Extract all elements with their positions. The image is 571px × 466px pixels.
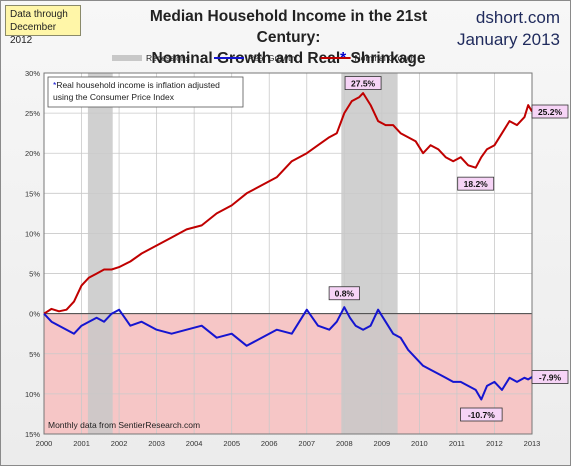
callout-box [457, 176, 495, 191]
footnote-line2: using the Consumer Price Index [53, 92, 175, 102]
y-tick-label: 15% [25, 430, 40, 439]
callout-label: -7.9% [539, 373, 562, 383]
x-tick-label: 2005 [223, 439, 240, 448]
real-growth-line [43, 306, 533, 401]
nominal-growth-line [43, 92, 533, 315]
source-date: January 2013 [456, 30, 560, 49]
source-note: Monthly data from SentierResearch.com [48, 420, 200, 430]
callout-box [344, 76, 382, 90]
x-tick-label: 2013 [524, 439, 541, 448]
x-tick-label: 2002 [111, 439, 128, 448]
callout-label: 27.5% [351, 79, 376, 89]
callout-label: 0.8% [335, 289, 355, 299]
callout-18-2pct: 18.2% [457, 176, 495, 191]
x-tick-label: 2010 [411, 439, 428, 448]
recession-band-1 [87, 73, 113, 434]
y-tick-label: 10% [25, 229, 40, 238]
y-tick-label: 10% [25, 390, 40, 399]
legend: Recessions Real Growth Nominal Growth [112, 53, 416, 63]
footnote-line1: *Real household income is inflation adju… [53, 80, 220, 90]
title-line2-part-a: Nominal Growth and Real [151, 50, 341, 67]
legend-swatch-recessions [112, 55, 142, 61]
callout-27-5pct: 27.5% [344, 76, 382, 90]
data-through-note: Data through December 2012 [5, 5, 81, 46]
data-through-line2: December 2012 [10, 22, 57, 46]
footnote-line1-text: Real household income is inflation adjus… [56, 80, 220, 90]
callout-0-8pct: 0.8% [328, 286, 360, 301]
x-tick-label: 2012 [486, 439, 503, 448]
callout--7-9pct: -7.9% [531, 370, 569, 384]
callout-label: 18.2% [464, 179, 489, 189]
source-block: dshort.com January 2013 [457, 7, 560, 51]
footnote-box [47, 76, 244, 108]
footnote: *Real household income is inflation adju… [47, 76, 244, 108]
y-tick-label: 20% [25, 149, 40, 158]
source-site: dshort.com [475, 8, 560, 27]
x-tick-label: 2007 [298, 439, 315, 448]
y-tick-label: 5% [29, 270, 40, 279]
y-tick-label: 30% [25, 69, 40, 78]
callout-box [460, 407, 503, 422]
legend-label-nominal: Nominal Growth [355, 53, 416, 63]
callout-25-2pct: 25.2% [531, 104, 569, 119]
callout-box [531, 104, 569, 119]
chart-title-line1: Median Household Income in the 21st Cent… [149, 8, 428, 46]
x-tick-label: 2004 [186, 439, 203, 448]
x-tick-label: 2011 [449, 439, 465, 448]
x-tick-label: 2008 [336, 439, 353, 448]
y-tick-label: 0% [29, 310, 40, 319]
callout-label: 25.2% [538, 107, 563, 117]
y-tick-label: 15% [25, 189, 40, 198]
legend-label-recession: Recessions [146, 53, 190, 63]
y-tick-label: 5% [29, 350, 40, 359]
x-tick-label: 2001 [73, 439, 90, 448]
recession-band-2 [341, 73, 398, 434]
plot-border [43, 72, 533, 435]
data-through-line1: Data through [10, 9, 68, 20]
x-tick-label: 2000 [36, 439, 53, 448]
callout-box [328, 286, 360, 301]
x-tick-label: 2009 [374, 439, 391, 448]
title-line2-part-b: Shrinkage [346, 50, 426, 67]
x-tick-label: 2006 [261, 439, 278, 448]
chart-title: Median Household Income in the 21st Cent… [116, 6, 461, 69]
callout--10-7pct: -10.7% [460, 407, 503, 422]
footnote-star: * [53, 80, 57, 90]
x-tick-label: 2003 [148, 439, 165, 448]
callout-label: -10.7% [468, 410, 495, 420]
legend-label-real: Real Growth [248, 53, 296, 63]
y-tick-label: 25% [25, 109, 40, 118]
callout-box [531, 370, 569, 384]
